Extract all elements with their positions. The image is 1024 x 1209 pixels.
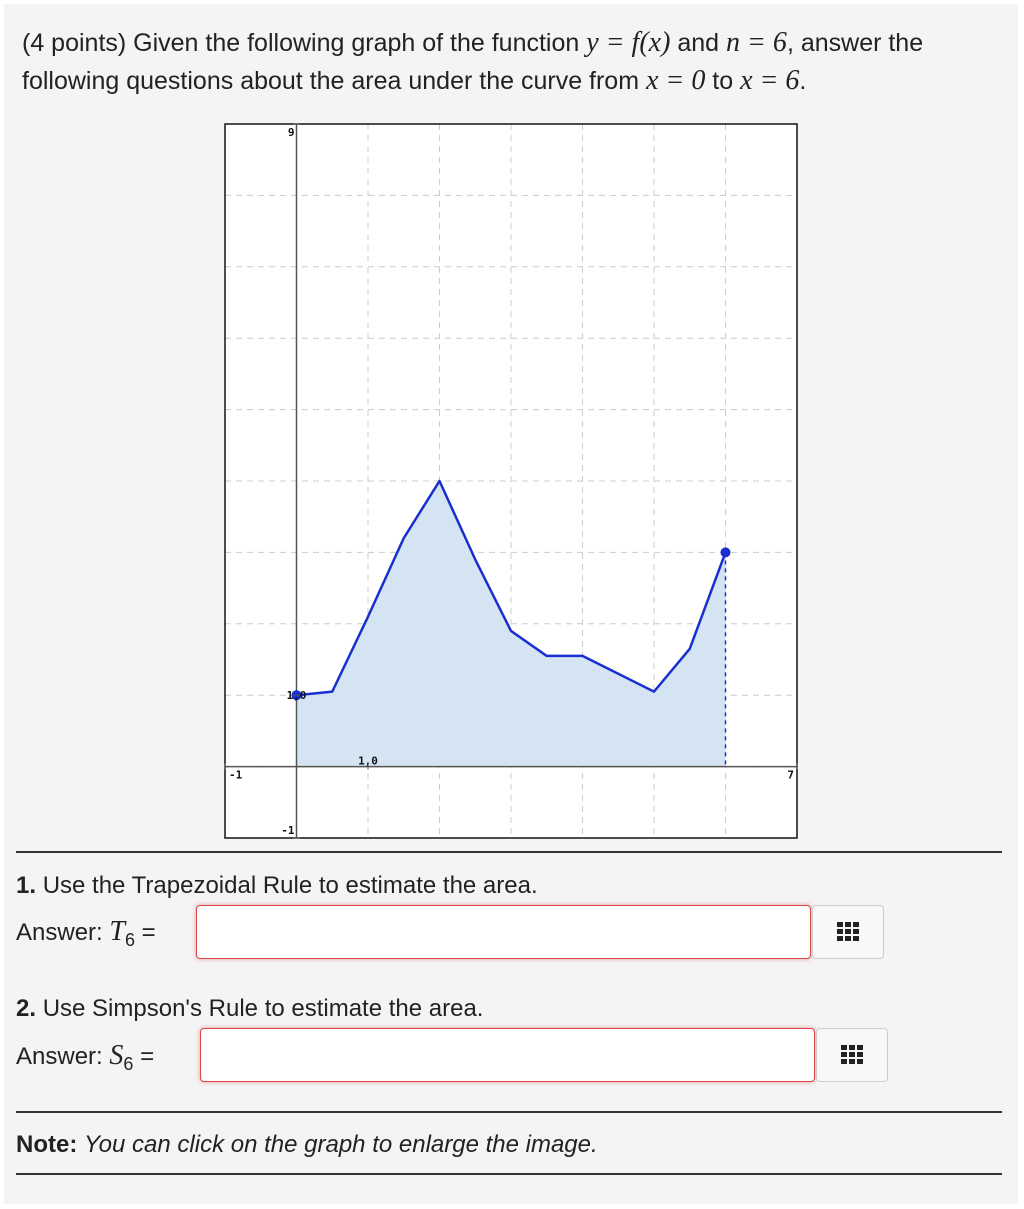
- keypad-button[interactable]: [812, 905, 884, 959]
- answer-label: Answer: T6 =: [16, 916, 156, 951]
- answer-input[interactable]: [200, 1028, 815, 1082]
- text: and: [670, 29, 727, 57]
- curve: [296, 479, 727, 697]
- text: .: [799, 67, 807, 95]
- text: Use Simpson's Rule to estimate the area.: [42, 995, 484, 1022]
- keypad-icon: [841, 1045, 863, 1064]
- graph[interactable]: -1 71,09-11,0: [224, 123, 798, 839]
- note-text: You can click on the graph to enlarge th…: [84, 1131, 598, 1158]
- endpoint: [720, 547, 731, 558]
- math: x = 6: [740, 65, 800, 96]
- x-tick-label: 7: [787, 769, 794, 782]
- x-tick-label: 1,0: [358, 755, 378, 768]
- frame: [224, 123, 798, 839]
- text: , answer the following questions about t…: [22, 29, 924, 95]
- math: S: [109, 1040, 124, 1071]
- text: Answer:: [16, 919, 103, 946]
- y-tick-label: 9: [288, 126, 295, 139]
- question-panel: (4 points) Given the following graph of …: [4, 4, 1018, 1204]
- number: 2.: [16, 995, 37, 1022]
- text: Answer:: [16, 1043, 103, 1070]
- math: y = f(x): [586, 27, 671, 58]
- text: =: [140, 1043, 155, 1070]
- question-2: 2. Use Simpson's Rule to estimate the ar…: [16, 995, 483, 1023]
- keypad-icon: [837, 922, 859, 941]
- text: =: [141, 919, 156, 946]
- divider: [16, 851, 1002, 853]
- math: T: [109, 916, 125, 947]
- text: to: [705, 67, 741, 95]
- text: (4 points) Given the following graph of …: [22, 29, 587, 57]
- divider: [16, 1111, 1002, 1113]
- area-fill: [296, 481, 726, 767]
- math: n = 6: [726, 27, 787, 58]
- divider: [16, 1173, 1002, 1175]
- answer-label: Answer: S6 =: [16, 1040, 154, 1075]
- subscript: 6: [124, 929, 135, 950]
- question-1: 1. Use the Trapezoidal Rule to estimate …: [16, 872, 538, 900]
- note: Note: You can click on the graph to enla…: [16, 1131, 598, 1159]
- number: 1.: [16, 872, 37, 899]
- y-tick-label: -1: [281, 824, 295, 837]
- math: x = 0: [646, 65, 706, 96]
- keypad-button[interactable]: [816, 1028, 888, 1082]
- note-label: Note:: [16, 1131, 78, 1158]
- subscript: 6: [123, 1053, 134, 1074]
- answer-input[interactable]: [196, 905, 811, 959]
- question-text: (4 points) Given the following graph of …: [22, 24, 997, 100]
- text: Use the Trapezoidal Rule to estimate the…: [42, 872, 538, 899]
- x-tick-label: -1: [229, 769, 243, 782]
